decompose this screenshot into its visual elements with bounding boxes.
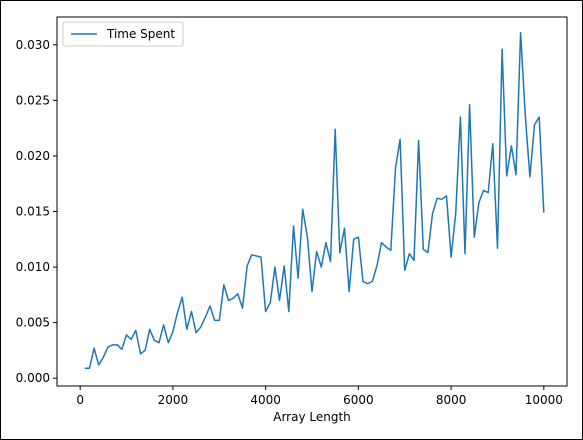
x-tick-label: 2000 (158, 393, 189, 407)
y-tick-label: 0.020 (16, 149, 50, 163)
y-tick-label: 0.015 (16, 205, 50, 219)
x-tick-label: 0 (76, 393, 84, 407)
x-tick-label: 8000 (436, 393, 467, 407)
y-tick-label: 0.005 (16, 316, 50, 330)
x-axis-ticks: 0 2000 4000 6000 8000 10000 (76, 386, 563, 407)
series-line-time-spent (84, 31, 545, 369)
legend-label: Time Spent (106, 27, 175, 41)
y-tick-label: 0.030 (16, 38, 50, 52)
y-tick-label: 0.010 (16, 260, 50, 274)
legend-box (62, 21, 184, 47)
x-axis-label: Array Length (273, 410, 351, 424)
y-axis-ticks: 0.000 0.005 0.010 0.015 0.020 0.025 0.030 (16, 38, 57, 385)
legend: Time Spent (62, 21, 184, 47)
x-tick-label: 4000 (250, 393, 281, 407)
y-tick-label: 0.000 (16, 371, 50, 385)
y-tick-label: 0.025 (16, 93, 50, 107)
x-tick-label: 10000 (525, 393, 563, 407)
plot-area (56, 16, 568, 387)
x-tick-label: 6000 (343, 393, 374, 407)
